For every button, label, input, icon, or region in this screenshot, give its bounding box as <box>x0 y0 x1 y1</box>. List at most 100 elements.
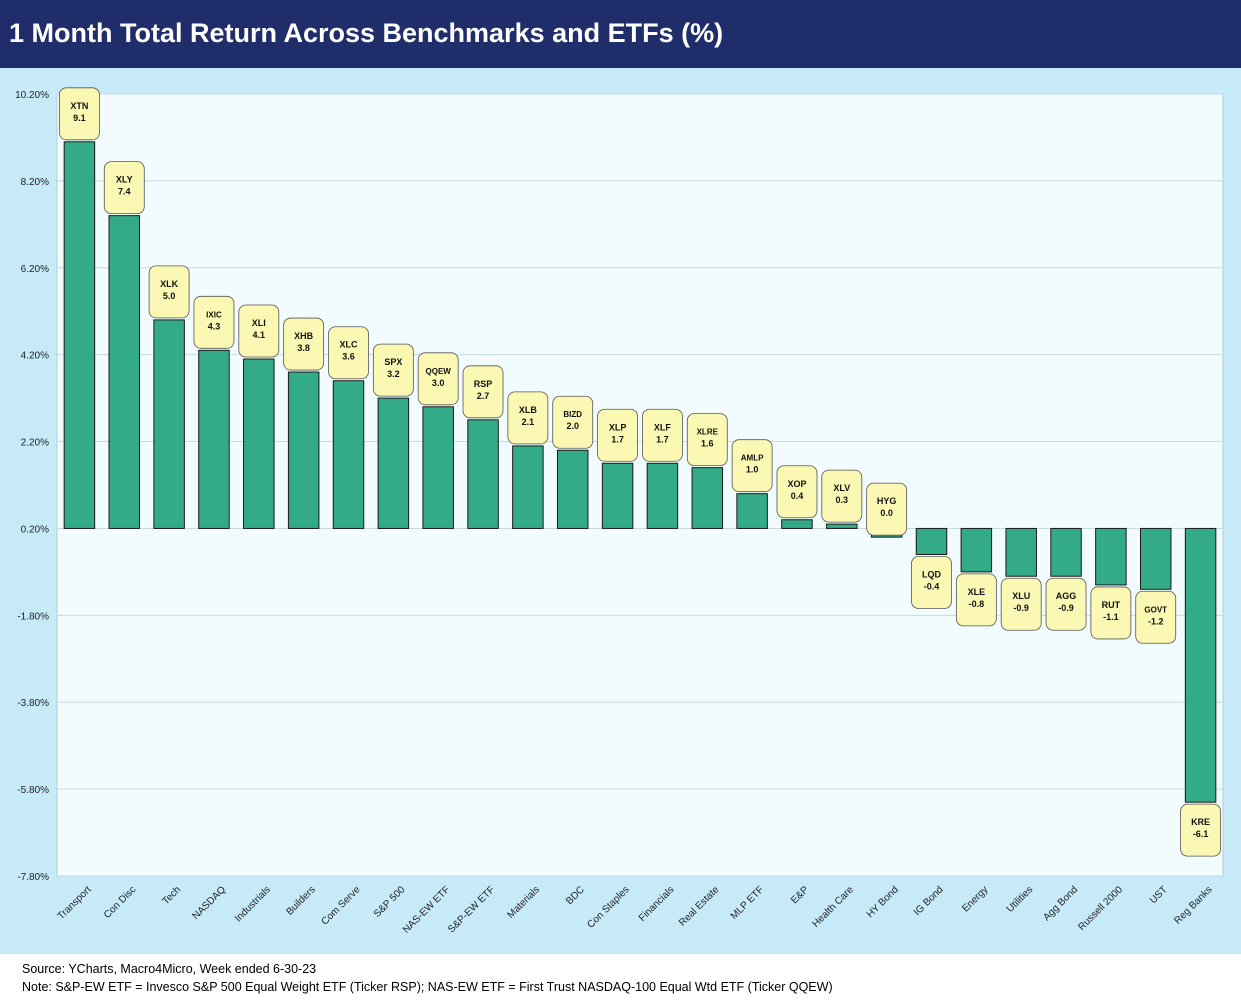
data-label-box <box>866 482 908 536</box>
y-tick-label: 2.20% <box>21 438 49 449</box>
bar <box>198 349 230 529</box>
bar <box>287 371 320 529</box>
y-tick-label: -7.80% <box>17 872 49 883</box>
y-tick-label: 6.20% <box>21 264 49 275</box>
data-label-ticker: HYG <box>877 496 897 506</box>
data-label-box <box>1045 577 1087 631</box>
x-tick-label: Con Disc <box>102 884 138 920</box>
chart-area: 10.20% 8.20% 6.20% 4.20% 2.20% 0.20% -1.80% -3.… <box>0 68 1241 954</box>
data-label-ticker: RUT <box>1102 600 1121 610</box>
bar <box>960 527 993 573</box>
x-tick-label: Industrials <box>233 884 273 924</box>
data-label-box <box>1090 586 1132 640</box>
bar <box>915 527 948 556</box>
data-label-value: 3.0 <box>432 378 445 388</box>
data-label-box <box>731 439 773 493</box>
ticker-note: Note: S&P-EW ETF = Invesco S&P 500 Equal… <box>22 980 833 994</box>
x-tick-label: Materials <box>506 884 542 920</box>
data-label-value: 1.0 <box>746 465 759 475</box>
bar <box>1184 527 1217 803</box>
data-label-ticker: XHB <box>294 331 314 341</box>
title-bar: 1 Month Total Return Across Benchmarks a… <box>0 0 1241 68</box>
x-tick-label: UST <box>1148 884 1170 906</box>
data-label-value: 3.8 <box>297 343 310 353</box>
plot-area <box>56 93 1224 877</box>
data-label-box <box>462 365 504 419</box>
data-label-value: 0.4 <box>791 491 804 501</box>
bar <box>736 493 768 529</box>
data-label-ticker: XLC <box>340 340 359 350</box>
data-label-box <box>283 317 325 371</box>
data-label-value: 2.7 <box>477 391 490 401</box>
x-tick-label: E&P <box>789 884 811 906</box>
data-label-box <box>1000 577 1042 631</box>
data-label-value: 2.0 <box>566 421 579 431</box>
data-label-value: -6.1 <box>1193 829 1209 839</box>
x-tick-label: Agg Bond <box>1041 884 1080 923</box>
data-label-box <box>328 326 369 380</box>
y-tick-label: 8.20% <box>21 177 49 188</box>
x-tick-label: Transport <box>56 884 94 922</box>
data-label-ticker: GOVT <box>1144 605 1167 614</box>
y-tick-label: -5.80% <box>17 785 49 796</box>
y-tick-label: 0.20% <box>21 524 49 535</box>
data-label-value: -1.2 <box>1148 616 1164 626</box>
x-tick-label: NAS-EW ETF <box>401 884 452 935</box>
data-label-value: 1.7 <box>611 434 624 444</box>
data-label-value: -1.1 <box>1103 612 1119 622</box>
footer: Source: YCharts, Macro4Micro, Week ended… <box>0 954 1241 1000</box>
data-label-value: 3.2 <box>387 369 400 379</box>
bar <box>332 380 365 529</box>
x-tick-label: Utilities <box>1005 884 1036 915</box>
bar <box>646 462 679 529</box>
data-label-value: 0.0 <box>880 508 893 518</box>
data-label-ticker: AGG <box>1056 591 1077 601</box>
data-label-ticker: XLK <box>160 279 179 289</box>
x-tick-label: Builders <box>284 884 317 917</box>
data-label-value: 2.1 <box>522 417 535 427</box>
y-tick-label: 10.20% <box>15 90 49 101</box>
data-label-box <box>776 465 818 519</box>
data-label-box <box>59 87 100 141</box>
x-tick-label: Financials <box>637 884 677 924</box>
bar <box>556 449 589 529</box>
data-label-box <box>1135 590 1177 644</box>
bar <box>108 215 141 529</box>
data-label-ticker: XLE <box>968 587 986 597</box>
data-label-value: 1.7 <box>656 434 669 444</box>
data-label-ticker: KRE <box>1191 817 1210 827</box>
y-tick-label: -3.80% <box>17 698 49 709</box>
y-tick-label: -1.80% <box>17 611 49 622</box>
data-label-box <box>597 408 638 462</box>
data-label-value: -0.9 <box>1013 603 1029 613</box>
chart-title: 1 Month Total Return Across Benchmarks a… <box>9 18 724 48</box>
data-label-ticker: XLB <box>519 405 538 415</box>
x-tick-label: Com Serve <box>319 884 362 927</box>
data-label-value: 5.0 <box>163 291 176 301</box>
data-label-ticker: XLF <box>654 422 672 432</box>
x-tick-label: S&P 500 <box>372 884 408 920</box>
data-label-box <box>552 395 594 449</box>
data-label-box <box>821 469 863 523</box>
data-label-value: 4.1 <box>253 330 266 340</box>
data-label-value: 7.4 <box>118 187 131 197</box>
data-label-ticker: XLY <box>116 175 133 185</box>
data-label-ticker: RSP <box>474 379 493 389</box>
data-label-ticker: IXIC <box>206 310 222 319</box>
x-tick-label: IG Bond <box>912 884 946 918</box>
source-note: Source: YCharts, Macro4Micro, Week ended… <box>22 962 317 976</box>
bar <box>601 462 634 529</box>
x-tick-label: Health Care <box>810 884 856 930</box>
data-label-value: 1.6 <box>701 439 714 449</box>
data-label-box <box>1180 803 1221 857</box>
x-tick-label: Russell 2000 <box>1076 884 1125 933</box>
x-tick-label: S&P-EW ETF <box>446 884 497 935</box>
data-label-ticker: LQD <box>922 570 941 580</box>
data-label-ticker: XLRE <box>697 428 719 437</box>
data-label-box <box>238 304 280 358</box>
data-label-box <box>417 352 459 406</box>
data-label-ticker: AMLP <box>741 454 764 463</box>
bar <box>422 406 454 529</box>
bar <box>1005 527 1037 577</box>
data-label-box <box>911 556 952 609</box>
